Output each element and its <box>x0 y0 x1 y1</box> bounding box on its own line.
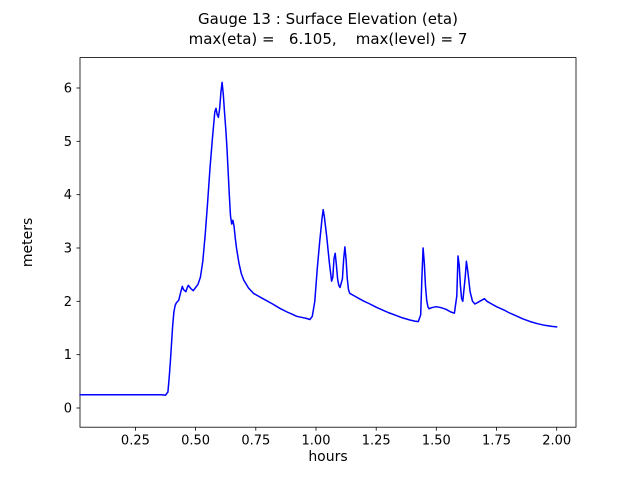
y-axis-label: meters <box>20 218 36 267</box>
x-tick-label: 0.50 <box>181 434 210 449</box>
y-tick-label: 0 <box>64 402 72 417</box>
x-axis-label: hours <box>308 449 347 465</box>
eta-line <box>79 81 558 396</box>
x-tick-label: 0.75 <box>241 434 270 449</box>
y-tick-label: 4 <box>64 188 72 203</box>
x-tick-label: 1.00 <box>302 434 331 449</box>
x-axis-ticks: 0.25 0.50 0.75 1.00 1.25 1.50 1.75 2.00 <box>121 427 571 449</box>
chart-title: Gauge 13 : Surface Elevation (eta) <box>198 10 458 28</box>
y-tick-label: 2 <box>64 295 72 310</box>
y-tick-label: 3 <box>64 242 72 257</box>
y-axis-ticks: 0 1 2 3 4 5 6 <box>64 82 80 417</box>
y-tick-label: 6 <box>64 82 72 97</box>
y-tick-label: 5 <box>64 135 72 150</box>
y-tick-label: 1 <box>64 348 72 363</box>
x-tick-label: 0.25 <box>121 434 150 449</box>
x-tick-label: 1.75 <box>482 434 511 449</box>
x-tick-label: 2.00 <box>542 434 571 449</box>
x-tick-label: 1.50 <box>422 434 451 449</box>
x-tick-label: 1.25 <box>362 434 391 449</box>
chart-subtitle: max(eta) = 6.105, max(level) = 7 <box>189 30 468 48</box>
